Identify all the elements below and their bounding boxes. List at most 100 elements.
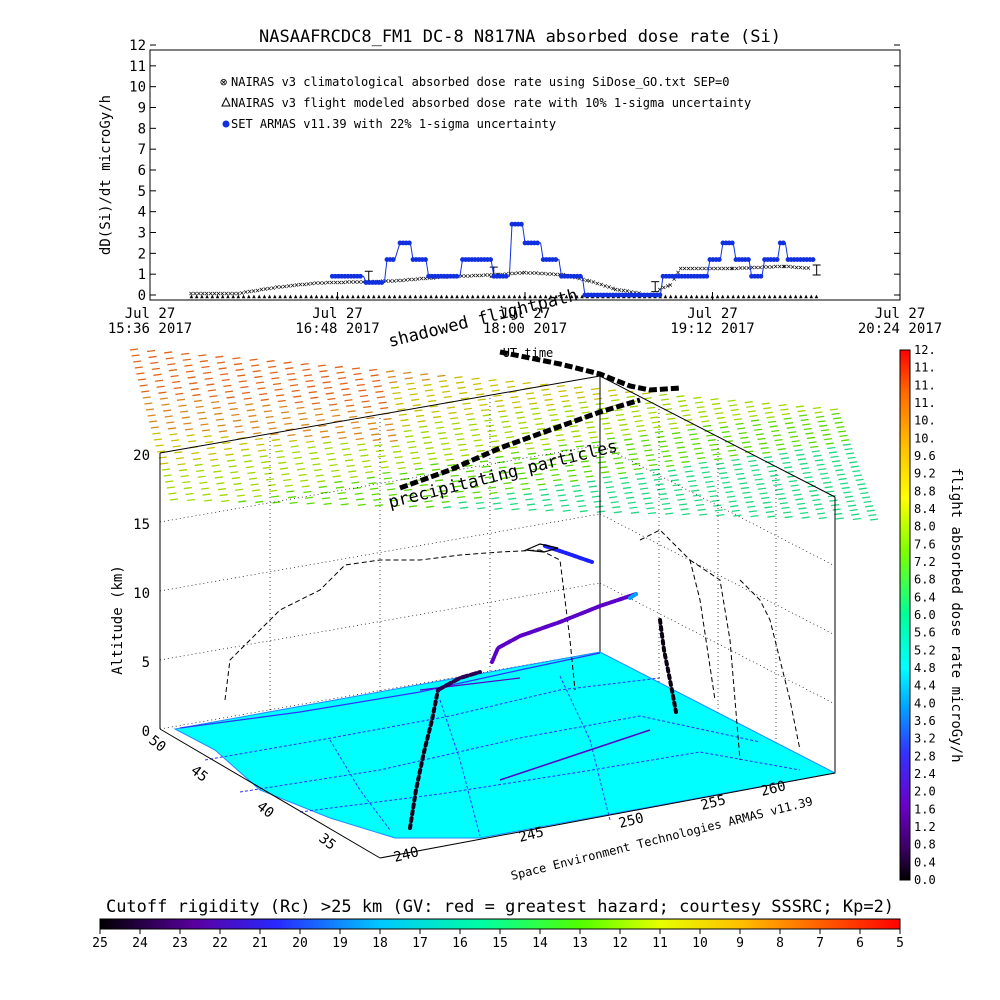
dose-dash [177, 463, 186, 466]
dose-dash [455, 381, 465, 384]
dose-dash [811, 450, 820, 453]
dose-dash [827, 494, 836, 498]
dose-dash [666, 464, 675, 467]
dose-dash [798, 414, 808, 417]
dose-dash [769, 425, 778, 428]
dose-dash [746, 405, 755, 408]
dose-dash [848, 504, 857, 507]
legend-label: NAIRAS v3 climatological absorbed dose r… [231, 75, 730, 89]
armas-point [390, 257, 396, 262]
dose-dash [516, 416, 525, 419]
modeled-point: ▲ [226, 293, 230, 300]
dose-dash [713, 504, 722, 507]
dose-dash [169, 498, 179, 501]
dose-dash [770, 474, 779, 477]
modeled-point: ▲ [377, 293, 381, 300]
legend-entry: NAIRAS v3 flight modeled absorbed dose r… [221, 96, 751, 110]
dose-dash [380, 466, 389, 469]
dose-dash [482, 414, 491, 417]
dose-dash [722, 481, 731, 484]
modeled-point: ▲ [539, 293, 543, 300]
modeled-point: ▲ [721, 293, 725, 300]
dose-dash [324, 447, 333, 450]
dose-dash [691, 489, 700, 492]
rigidity-tick-label: 17 [412, 936, 428, 951]
dose-dash [216, 482, 225, 485]
dose-dash [248, 477, 258, 480]
dose-dash [153, 373, 162, 376]
climatological-point: × [400, 276, 405, 285]
dose-dash [214, 412, 223, 415]
dose-dash [667, 469, 676, 472]
climatological-point: × [302, 280, 307, 289]
dose-dash [372, 438, 381, 442]
dose-dash [608, 442, 617, 445]
dose-dash [540, 438, 549, 441]
dose-dash [455, 490, 464, 493]
dose-dash [495, 455, 504, 459]
dose-dash [391, 445, 400, 448]
dose-dash [518, 477, 528, 480]
dose-dash [195, 405, 204, 408]
dose-dash [249, 358, 258, 361]
dose-dash [276, 455, 285, 459]
dose-dash [637, 429, 647, 433]
dose-dash [744, 401, 753, 404]
dose-dash [429, 405, 438, 408]
dose-dash [510, 451, 520, 454]
dose-dash [494, 399, 504, 403]
dose-dash [320, 375, 330, 378]
dose-dash [274, 388, 283, 391]
dose-dash [757, 437, 766, 441]
dose-dash [238, 380, 247, 383]
dose-dash [747, 505, 756, 508]
dose-dash [750, 419, 760, 422]
dose-dash [166, 421, 175, 424]
armas-point [423, 257, 428, 262]
y-tick-label: 2 [138, 246, 146, 262]
dose-dash [209, 395, 218, 398]
climatological-point: × [721, 264, 726, 273]
modeled-point: ▲ [247, 293, 251, 300]
dose-dash [399, 472, 408, 475]
dose-dash [579, 455, 588, 458]
dose-dash [715, 412, 724, 415]
modeled-point: ▲ [679, 293, 683, 300]
dose-dash [461, 454, 470, 457]
dose-dash [349, 415, 358, 418]
dose-dash [709, 494, 719, 498]
dose-dash [253, 494, 262, 498]
modeled-point: ▲ [351, 293, 355, 300]
dose-dash [384, 423, 394, 426]
dose-dash [441, 500, 450, 504]
dose-dash [677, 498, 686, 501]
dose-dash [404, 377, 413, 380]
rigidity-tick-label: 23 [172, 936, 188, 951]
dose-dash [141, 390, 150, 393]
dose-dash [851, 513, 860, 516]
dose-dash [535, 422, 544, 426]
rigidity-ticks: 25 24 23 22 21 20 19 18 17 16 15 14 13 12 11 10 9 8 7 6 5 [92, 929, 904, 951]
y-axis-label: dD(Si)/dt microGy/h [98, 95, 114, 255]
dose-dash [438, 490, 447, 493]
dose-dash [324, 386, 333, 390]
dose-dash [178, 404, 187, 407]
modeled-point: ▲ [804, 293, 808, 300]
colorbar-tick-label: 4.4 [914, 679, 936, 693]
dose-dash [131, 354, 140, 357]
dose-dash [549, 413, 558, 417]
dose-dash [158, 391, 167, 394]
dose-dash [532, 467, 541, 471]
dose-dash [860, 491, 869, 495]
modeled-point: ▲ [414, 293, 418, 300]
dose-dash [176, 398, 186, 401]
dose-dash [246, 409, 255, 412]
dose-dash [759, 492, 768, 495]
rigidity-tick-label: 25 [92, 936, 108, 951]
dose-dash [826, 490, 835, 493]
dose-dash [591, 441, 600, 444]
dose-dash [287, 434, 296, 437]
dose-dash [845, 452, 855, 455]
dose-dash [194, 463, 203, 467]
dose-dash [219, 493, 228, 497]
